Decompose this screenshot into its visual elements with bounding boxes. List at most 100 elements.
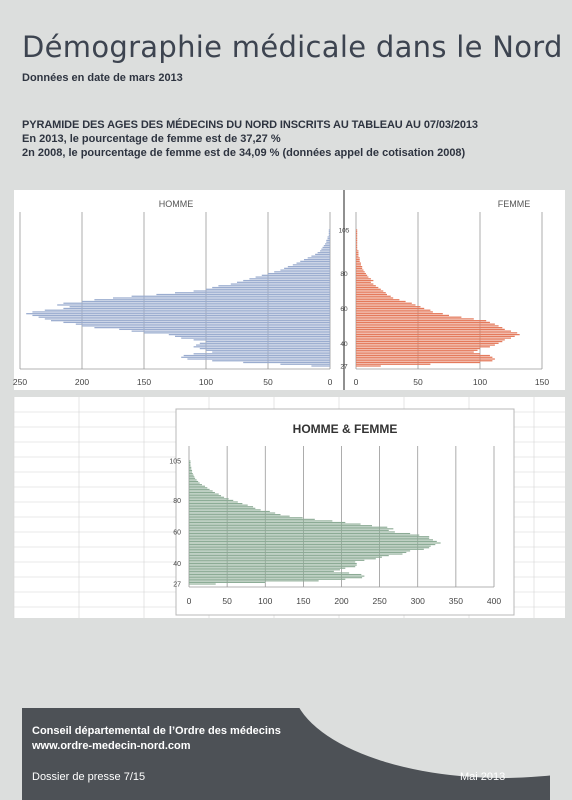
total-bar xyxy=(189,566,356,568)
homme-bar xyxy=(311,255,330,257)
homme-bar xyxy=(284,267,330,269)
total-bar xyxy=(189,567,346,569)
total-bar xyxy=(189,542,441,544)
femme-bar xyxy=(356,248,358,250)
homme-bar xyxy=(156,293,330,296)
combined-chart-title: HOMME & FEMME xyxy=(293,422,398,436)
homme-bar xyxy=(300,260,330,263)
femme-bar xyxy=(356,353,480,355)
total-bar xyxy=(189,473,193,475)
homme-bar xyxy=(249,278,330,280)
homme-bar xyxy=(44,309,331,311)
total-bar xyxy=(189,518,315,520)
femme-bar xyxy=(356,323,495,325)
homme-bar xyxy=(206,340,330,343)
total-bar xyxy=(189,520,333,522)
total-x-tick-label: 350 xyxy=(449,596,463,606)
femme-bar xyxy=(356,286,379,289)
footer-date: Mai 2013 xyxy=(460,771,506,783)
homme-bar xyxy=(168,333,330,336)
total-bar xyxy=(189,537,430,539)
homme-x-tick-label: 150 xyxy=(137,377,151,387)
pyramid-panel xyxy=(14,190,565,390)
homme-bar xyxy=(230,283,330,285)
total-bar xyxy=(189,570,334,572)
homme-bar xyxy=(196,344,330,346)
total-bar xyxy=(189,531,395,533)
homme-bar xyxy=(57,304,330,306)
femme-bar xyxy=(356,276,369,278)
homme-bar xyxy=(287,265,330,268)
homme-bar xyxy=(311,365,330,367)
total-bar xyxy=(189,493,219,495)
femme-bar xyxy=(356,356,493,358)
total-bar xyxy=(189,510,270,513)
total-bar xyxy=(189,580,319,582)
total-bar xyxy=(189,471,193,473)
femme-bar xyxy=(356,232,358,235)
femme-bar xyxy=(356,346,490,348)
femme-bar xyxy=(356,347,480,350)
total-bar xyxy=(189,536,430,538)
total-y-tick-label: 27 xyxy=(173,582,181,589)
homme-bar xyxy=(63,302,331,304)
homme-bar xyxy=(51,320,330,322)
homme-y-tick-label: 105 xyxy=(339,228,350,235)
total-bar xyxy=(189,477,196,479)
femme-bar xyxy=(356,252,359,254)
total-x-tick-label: 100 xyxy=(258,596,272,606)
homme-bar xyxy=(181,356,330,358)
total-bar xyxy=(189,479,197,481)
femme-bar xyxy=(356,320,487,322)
femme-x-tick-label: 50 xyxy=(413,377,423,387)
homme-bar xyxy=(292,264,330,266)
homme-bar xyxy=(322,246,330,249)
femme-bar xyxy=(356,295,391,297)
femme-bar xyxy=(356,325,499,327)
femme-bar xyxy=(356,241,358,243)
femme-bar xyxy=(356,255,359,257)
total-bar xyxy=(189,572,350,574)
femme-bar xyxy=(356,272,366,275)
footer: Conseil départemental de l’Ordre des méd… xyxy=(22,708,550,800)
total-bar xyxy=(189,569,340,571)
femme-bar xyxy=(356,238,358,240)
homme-bar xyxy=(328,231,330,233)
homme-bar xyxy=(63,307,331,310)
total-x-tick-label: 250 xyxy=(373,596,387,606)
homme-bar xyxy=(32,311,331,313)
footer-website[interactable]: www.ordre-medecin-nord.com xyxy=(32,740,191,752)
homme-bar xyxy=(328,232,330,235)
femme-bar xyxy=(356,313,443,315)
homme-bar xyxy=(255,276,330,278)
femme-bar xyxy=(356,285,376,287)
total-bar xyxy=(189,474,194,476)
total-bar xyxy=(189,466,192,468)
total-bar xyxy=(189,509,261,511)
homme-bar xyxy=(193,346,330,348)
homme-bar xyxy=(26,313,330,315)
homme-bar xyxy=(131,295,330,297)
femme-bar xyxy=(356,351,474,353)
femme-bar xyxy=(356,307,425,310)
total-bar xyxy=(189,476,195,478)
total-bar xyxy=(189,490,213,492)
total-bar xyxy=(189,491,215,494)
homme-bar xyxy=(63,321,331,324)
femme-bar xyxy=(356,283,374,285)
homme-bar xyxy=(32,314,331,317)
homme-y-tick-label: 27 xyxy=(340,364,348,371)
femme-bar xyxy=(356,344,495,346)
total-bar xyxy=(189,578,346,580)
homme-bar xyxy=(82,300,330,303)
homme-bar xyxy=(75,323,330,325)
femme-bar xyxy=(356,306,421,308)
femme-bar xyxy=(356,363,431,365)
femme-bar xyxy=(356,257,360,259)
femme-bar xyxy=(356,259,360,261)
total-bar xyxy=(189,523,361,525)
homme-bar xyxy=(206,288,330,290)
femme-bar xyxy=(356,365,381,367)
heading-line-1: PYRAMIDE DES AGES DES MÉDECINS DU NORD I… xyxy=(22,119,478,131)
